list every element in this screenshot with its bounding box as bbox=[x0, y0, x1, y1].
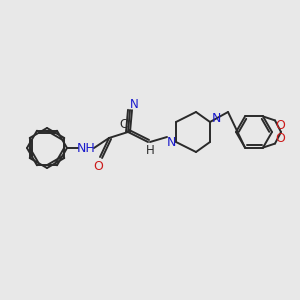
Text: N: N bbox=[130, 98, 138, 112]
Text: N: N bbox=[166, 136, 176, 148]
Text: O: O bbox=[275, 119, 285, 132]
Text: N: N bbox=[211, 112, 221, 124]
Text: NH: NH bbox=[76, 142, 95, 154]
Text: C: C bbox=[119, 118, 127, 130]
Text: O: O bbox=[275, 132, 285, 145]
Text: H: H bbox=[146, 145, 154, 158]
Text: O: O bbox=[93, 160, 103, 172]
